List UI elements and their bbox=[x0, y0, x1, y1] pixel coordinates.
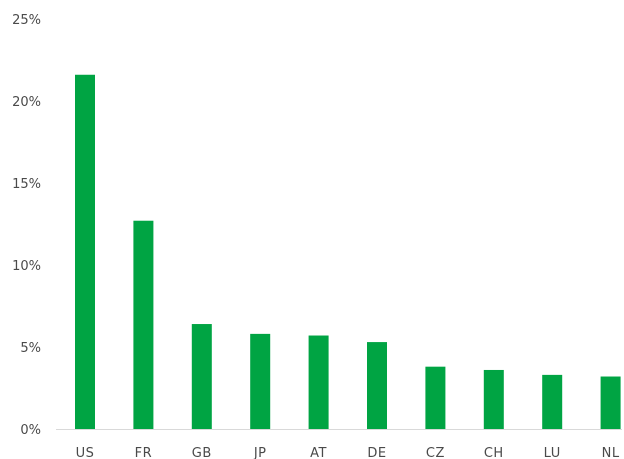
bar-gb bbox=[191, 324, 212, 429]
x-tick-label: NL bbox=[602, 446, 620, 459]
x-tick-label: AT bbox=[310, 446, 327, 459]
y-tick-label: 20% bbox=[12, 95, 41, 110]
bar-de bbox=[367, 342, 387, 429]
bar-at bbox=[308, 335, 329, 429]
x-tick-label: CZ bbox=[426, 446, 445, 459]
bar-cz bbox=[425, 366, 446, 429]
bar-lu bbox=[542, 374, 563, 429]
y-tick-label: 25% bbox=[12, 13, 41, 28]
bar-jp bbox=[250, 333, 271, 429]
x-tick-label: JP bbox=[253, 446, 267, 459]
x-tick-label: DE bbox=[367, 446, 386, 459]
bars bbox=[75, 74, 621, 429]
x-tick-label: CH bbox=[484, 446, 504, 459]
x-tick-label: FR bbox=[135, 446, 153, 459]
bar-us bbox=[75, 74, 95, 429]
x-axis: US FR GB JP AT DE CZ CH LU NL bbox=[56, 429, 622, 459]
y-axis: 0% 5% 10% 15% 20% 25% bbox=[12, 13, 41, 438]
y-tick-label: 0% bbox=[20, 423, 41, 438]
y-tick-label: 10% bbox=[12, 259, 41, 274]
x-tick-label: GB bbox=[192, 446, 212, 459]
bar-nl bbox=[600, 376, 621, 429]
bar-ch bbox=[483, 369, 504, 429]
y-tick-label: 5% bbox=[20, 341, 41, 356]
x-tick-label: LU bbox=[544, 446, 561, 459]
x-tick-label: US bbox=[76, 446, 95, 459]
bar-fr bbox=[133, 220, 154, 429]
y-tick-label: 15% bbox=[12, 177, 41, 192]
